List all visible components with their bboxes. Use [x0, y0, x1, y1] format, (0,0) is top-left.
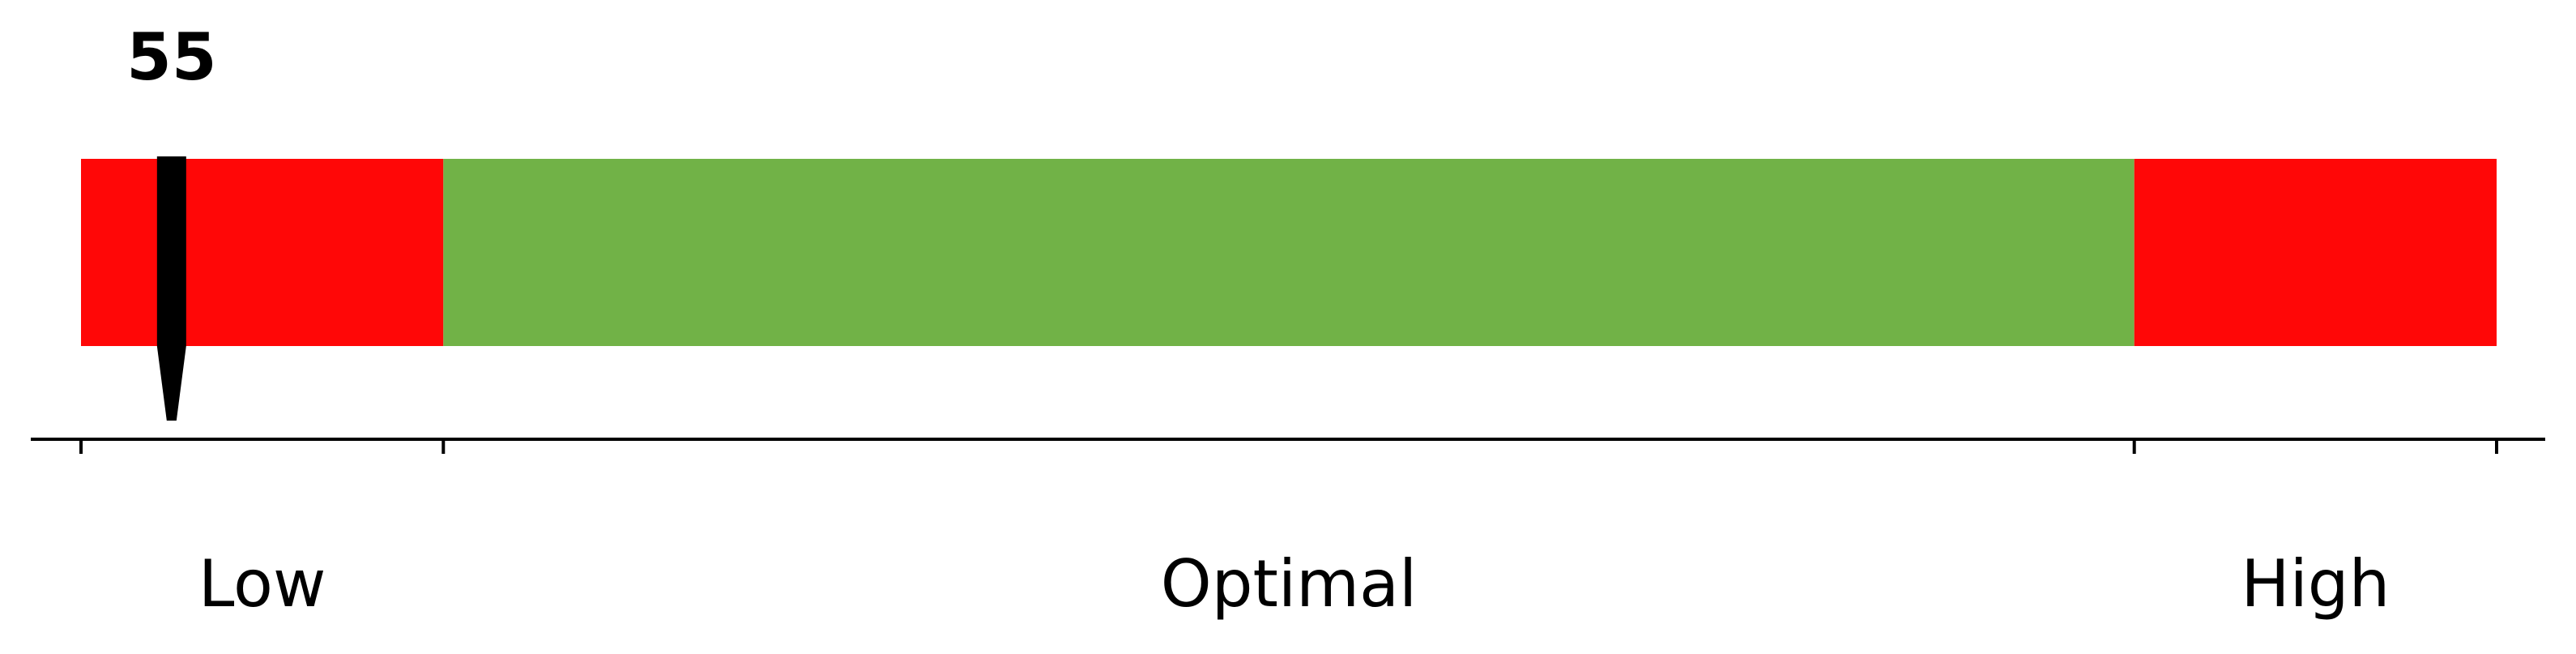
zone-bar-low: [81, 159, 444, 346]
x-axis-ticks: [79, 439, 2498, 454]
zone-label-low: Low: [198, 546, 326, 622]
zone-label-high: High: [2241, 546, 2390, 622]
zone-label-optimal: Optimal: [1161, 546, 1418, 622]
value-label: 55: [126, 19, 216, 95]
zone-bar-optimal: [443, 159, 2135, 346]
value-marker-pointer: [156, 156, 186, 421]
zone-labels: Low Optimal High: [198, 546, 2390, 622]
zone-bar-high: [2134, 159, 2497, 346]
zone-bars: [81, 159, 2497, 346]
